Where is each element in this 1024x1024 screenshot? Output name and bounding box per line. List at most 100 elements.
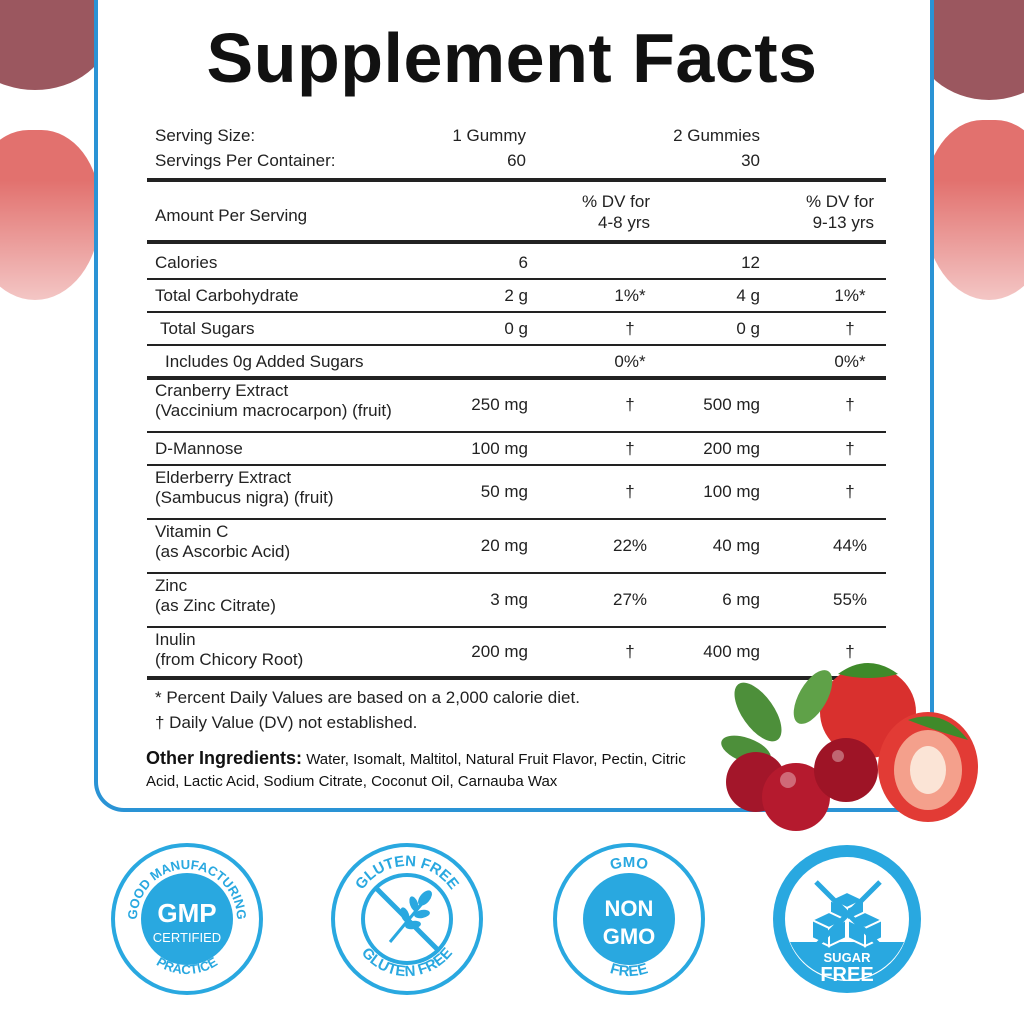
- row-name: D-Mannose: [155, 438, 243, 458]
- row-amount-col1: 6: [518, 252, 528, 272]
- row-name: Includes 0g Added Sugars: [165, 351, 364, 371]
- row-dv-col1: 0%*: [614, 351, 646, 371]
- nongmo-badge-line2: GMO: [603, 924, 656, 949]
- nongmo-badge-bottom-text: FREE: [608, 960, 649, 980]
- row-amount-col1: 250 mg: [471, 395, 528, 414]
- sugar-badge-line1: SUGAR: [824, 950, 872, 965]
- row-amount-col2: 6 mg: [722, 590, 760, 609]
- row-name: Zinc: [155, 576, 188, 595]
- dv2-header-line1: % DV for: [805, 192, 874, 211]
- divider-thick: [147, 240, 886, 244]
- row-amount-col1: 2 g: [504, 285, 528, 305]
- row-name-detail: (as Zinc Citrate): [155, 596, 276, 615]
- row-divider: [147, 626, 886, 628]
- fruit-illustration: [721, 663, 978, 831]
- gluten-free-badge: GLUTEN FREE GLUTEN FREE: [330, 842, 484, 996]
- row-dv-col2: 44%: [832, 536, 868, 555]
- svg-text:FREE: FREE: [608, 960, 649, 980]
- gmp-badge-sub-text: CERTIFIED: [153, 930, 221, 945]
- row-amount-col2: 0 g: [736, 318, 760, 338]
- row-divider: [147, 464, 886, 466]
- row-dv-col2: 55%: [832, 590, 868, 609]
- row-amount-col2: 500 mg: [703, 395, 760, 414]
- row-dv-col1: †: [625, 641, 635, 661]
- row-amount-col2: 12: [741, 252, 760, 272]
- nongmo-badge-line1: NON: [605, 896, 654, 921]
- svg-text:GLUTEN FREE: GLUTEN FREE: [352, 853, 462, 893]
- background-fruit-right: [904, 0, 1024, 380]
- svg-text:PRACTICE: PRACTICE: [154, 954, 220, 977]
- row-dv-col2: †: [845, 438, 855, 458]
- servings-per-container-col1: 60: [507, 151, 526, 170]
- sugar-free-badge: SUGAR FREE: [770, 842, 924, 996]
- row-amount-col1: 20 mg: [480, 536, 528, 555]
- row-dv-col2: 0%*: [834, 351, 866, 371]
- gluten-badge-top-text: GLUTEN FREE: [352, 853, 462, 893]
- gmp-badge-center-text: GMP: [157, 898, 216, 928]
- row-dv-col2: †: [845, 318, 855, 338]
- row-name: Vitamin C: [155, 522, 229, 541]
- row-amount-col1: 3 mg: [490, 590, 528, 609]
- row-dv-col1: 1%*: [614, 285, 646, 305]
- footnote-dagger: † Daily Value (DV) not established.: [155, 713, 418, 732]
- footnote-percent: * Percent Daily Values are based on a 2,…: [155, 688, 580, 707]
- row-name: Cranberry Extract: [155, 381, 289, 400]
- row-amount-col1: 0 g: [504, 318, 528, 338]
- row-divider: [147, 344, 886, 346]
- row-divider: [147, 376, 886, 380]
- row-amount-col2: 200 mg: [703, 438, 760, 458]
- row-divider: [147, 518, 886, 520]
- servings-per-container-col2: 30: [741, 151, 760, 170]
- row-divider: [147, 311, 886, 313]
- row-dv-col2: †: [845, 395, 855, 414]
- dv1-header-line2: 4-8 yrs: [598, 213, 650, 232]
- other-ingredients-label: Other Ingredients:: [146, 748, 303, 768]
- row-divider: [147, 278, 886, 280]
- dv2-header-line2: 9-13 yrs: [812, 213, 874, 232]
- dv1-header-line1: % DV for: [581, 192, 650, 211]
- nongmo-badge-top-text: GMO: [608, 854, 650, 874]
- amount-per-serving-label: Amount Per Serving: [155, 206, 308, 225]
- servings-per-container-label: Servings Per Container:: [155, 151, 336, 170]
- gmp-badge-bottom-text: PRACTICE: [154, 954, 220, 977]
- divider-thick: [147, 676, 886, 680]
- row-name: Elderberry Extract: [155, 468, 292, 487]
- row-dv-col2: 1%*: [834, 285, 866, 305]
- other-ingredients: Other Ingredients: Water, Isomalt, Malti…: [146, 747, 706, 793]
- row-dv-col2: †: [845, 641, 855, 661]
- row-name: Total Carbohydrate: [155, 285, 299, 305]
- serving-size-col1: 1 Gummy: [452, 126, 526, 145]
- wheat-icon: [388, 890, 432, 943]
- row-amount-col1: 50 mg: [480, 482, 528, 501]
- row-dv-col1: †: [625, 318, 635, 338]
- row-dv-col2: †: [845, 482, 855, 501]
- row-amount-col1: 100 mg: [471, 438, 528, 458]
- row-amount-col1: 200 mg: [471, 641, 528, 661]
- row-name: Inulin: [155, 630, 196, 649]
- row-name: Calories: [155, 252, 218, 272]
- row-dv-col1: †: [625, 395, 635, 414]
- row-amount-col2: 400 mg: [703, 641, 760, 661]
- row-dv-col1: 27%: [612, 590, 648, 609]
- divider-thick: [147, 178, 886, 182]
- row-dv-col1: †: [625, 438, 635, 458]
- row-name: Total Sugars: [160, 318, 255, 338]
- sugar-badge-line2: FREE: [820, 964, 873, 986]
- serving-size-label: Serving Size:: [155, 126, 256, 145]
- row-amount-col2: 100 mg: [703, 482, 760, 501]
- row-name-detail: (Vaccinium macrocarpon) (fruit): [155, 401, 392, 420]
- non-gmo-badge: GMO FREE NON GMO: [552, 842, 706, 996]
- row-name-detail: (from Chicory Root): [155, 650, 304, 669]
- row-dv-col1: †: [625, 482, 635, 501]
- other-ingredients-text: Water, Isomalt, Maltitol, Natural Fruit …: [146, 751, 686, 790]
- serving-size-col2: 2 Gummies: [673, 126, 760, 145]
- svg-text:GMO: GMO: [608, 854, 650, 874]
- row-divider: [147, 431, 886, 433]
- gmp-certified-badge: GOOD MANUFACTURING PRACTICE GMP CERTIFIE…: [110, 842, 264, 996]
- row-dv-col1: 22%: [612, 536, 648, 555]
- page-title: Supplement Facts: [206, 19, 818, 97]
- row-name-detail: (as Ascorbic Acid): [155, 542, 291, 561]
- row-divider: [147, 572, 886, 574]
- row-amount-col2: 40 mg: [712, 536, 760, 555]
- row-name-detail: (Sambucus nigra) (fruit): [155, 488, 334, 507]
